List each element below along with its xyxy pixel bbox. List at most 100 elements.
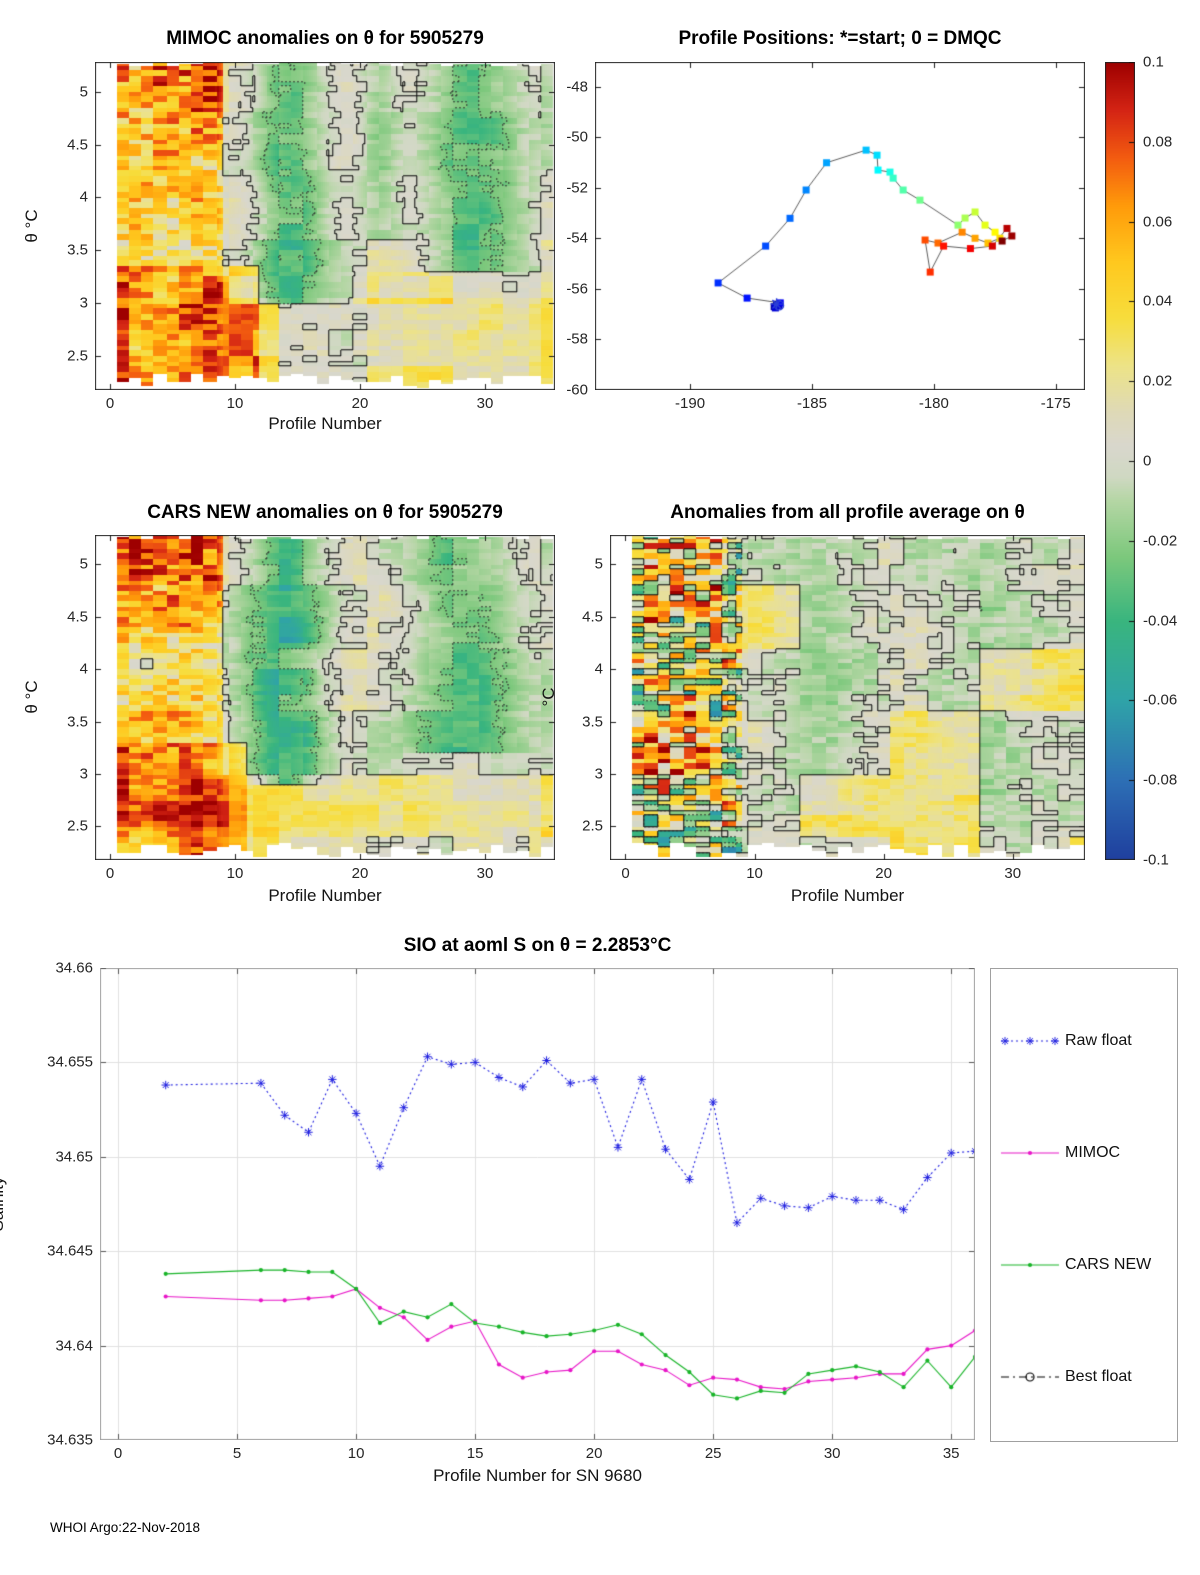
mimoc-title: MIMOC anomalies on θ for 5905279 xyxy=(166,28,484,49)
cars-x-axis-label: Profile Number xyxy=(268,886,382,905)
cars-y-axis-label: θ °C xyxy=(22,680,41,714)
avg-y-tick-label: 3 xyxy=(594,765,603,783)
legend-entry-mimoc: MIMOC xyxy=(991,1141,1177,1165)
mimoc-y-tick-label: 2.5 xyxy=(67,347,88,365)
cars-x-tick-label: 30 xyxy=(476,865,494,882)
sio-y-tick-label: 34.645 xyxy=(47,1242,93,1260)
map-y-tick-label: -52 xyxy=(566,179,588,197)
map-x-tick-label: -175 xyxy=(1040,395,1071,412)
map-y-tick-label: -60 xyxy=(566,381,588,399)
sio-y-tick-label: 34.66 xyxy=(55,959,93,977)
sio-y-tick-label: 34.635 xyxy=(47,1431,93,1449)
colorbar-tick-label: 0.06 xyxy=(1143,213,1173,231)
legend-label: MIMOC xyxy=(1065,1144,1121,1161)
sio-y-tick-label: 34.655 xyxy=(47,1053,93,1071)
cars-y-tick-label: 4 xyxy=(79,660,88,678)
mimoc-y-tick-label: 5 xyxy=(79,83,88,101)
sio-x-tick-label: 15 xyxy=(466,1445,484,1462)
sio-title: SIO at aoml S on θ = 2.2853°C xyxy=(403,935,672,956)
avg-x-tick-label: 30 xyxy=(1004,865,1022,882)
avg-y-tick-label: 5 xyxy=(594,555,603,573)
colorbar-tick-label: -0.04 xyxy=(1143,612,1178,630)
cars-heatmap-canvas xyxy=(95,535,555,860)
map-y-tick-label: -56 xyxy=(566,280,588,298)
legend-entry-best-float: Best float xyxy=(991,1365,1177,1389)
legend-label: Raw float xyxy=(1065,1032,1132,1049)
sio-x-tick-label: 0 xyxy=(113,1445,123,1462)
sio-y-tick-label: 34.64 xyxy=(55,1337,93,1355)
legend: Raw float MIMOC CARS NEW Best float xyxy=(990,968,1178,1442)
cars-y-tick-label: 3.5 xyxy=(67,713,88,731)
colorbar-tick-label: 0.08 xyxy=(1143,133,1173,151)
mimoc-y-tick-label: 3 xyxy=(79,294,88,312)
map-y-tick-label: -54 xyxy=(566,229,588,247)
legend-sample-line xyxy=(999,1029,1061,1053)
footer-text: WHOI Argo:22-Nov-2018 xyxy=(50,1520,201,1535)
mimoc-x-tick-label: 0 xyxy=(105,395,115,412)
cars-x-tick-label: 20 xyxy=(351,865,369,882)
avg-x-tick-label: 0 xyxy=(621,865,630,882)
legend-entry-raw-float: Raw float xyxy=(991,1029,1177,1053)
avg-y-axis-label: °C xyxy=(539,687,558,707)
legend-label: Best float xyxy=(1065,1368,1132,1385)
mimoc-y-tick-label: 3.5 xyxy=(67,241,88,259)
legend-label: CARS NEW xyxy=(1065,1256,1152,1273)
mimoc-x-axis-label: Profile Number xyxy=(268,414,382,433)
map-x-tick-label: -190 xyxy=(675,395,706,412)
map-title: Profile Positions: *=start; 0 = DMQC xyxy=(678,28,1002,49)
legend-sample-line xyxy=(999,1365,1061,1389)
colorbar-tick-label: 0.1 xyxy=(1143,53,1164,71)
mimoc-y-tick-label: 4.5 xyxy=(67,136,88,154)
avg-title: Anomalies from all profile average on θ xyxy=(670,502,1025,523)
colorbar-tick-label: -0.02 xyxy=(1143,532,1178,550)
legend-sample-line xyxy=(999,1141,1061,1165)
colorbar-canvas xyxy=(1105,62,1135,860)
cars-y-tick-label: 5 xyxy=(79,555,88,573)
sio-y-tick-label: 34.65 xyxy=(55,1148,93,1166)
sio-x-tick-label: 5 xyxy=(232,1445,242,1462)
map-y-tick-label: -58 xyxy=(566,330,588,348)
avg-y-tick-label: 4 xyxy=(594,660,603,678)
colorbar-tick-label: 0.02 xyxy=(1143,372,1173,390)
cars-title: CARS NEW anomalies on θ for 5905279 xyxy=(147,502,503,523)
salinity-chart-canvas xyxy=(100,968,975,1440)
avg-x-axis-label: Profile Number xyxy=(790,886,905,905)
sio-x-tick-label: 10 xyxy=(347,1445,365,1462)
avg-heatmap-canvas xyxy=(610,535,1085,860)
sio-y-axis-label: Salinity xyxy=(0,1176,7,1232)
colorbar-tick-label: -0.06 xyxy=(1143,691,1178,709)
avg-y-tick-label: 3.5 xyxy=(582,713,603,731)
map-y-tick-label: -48 xyxy=(566,78,588,96)
cars-y-tick-label: 4.5 xyxy=(67,608,88,626)
colorbar-tick-label: -0.1 xyxy=(1143,851,1169,869)
avg-x-tick-label: 20 xyxy=(875,865,892,882)
mimoc-y-tick-label: 4 xyxy=(79,188,88,206)
colorbar-tick-label: 0.04 xyxy=(1143,292,1173,310)
cars-y-tick-label: 2.5 xyxy=(67,817,88,835)
avg-y-tick-label: 2.5 xyxy=(582,817,603,835)
map-x-tick-label: -185 xyxy=(796,395,827,412)
avg-y-tick-label: 4.5 xyxy=(582,608,603,626)
sio-x-tick-label: 30 xyxy=(823,1445,841,1462)
sio-x-tick-label: 35 xyxy=(942,1445,960,1462)
map-x-tick-label: -180 xyxy=(918,395,949,412)
colorbar-tick-label: 0 xyxy=(1143,452,1152,470)
sio-x-tick-label: 25 xyxy=(704,1445,722,1462)
legend-entry-cars-new: CARS NEW xyxy=(991,1253,1177,1277)
mimoc-x-tick-label: 10 xyxy=(226,395,244,412)
mimoc-y-axis-label: θ °C xyxy=(22,209,41,243)
avg-x-tick-label: 10 xyxy=(746,865,763,882)
cars-y-tick-label: 3 xyxy=(79,765,88,783)
mimoc-heatmap-canvas xyxy=(95,62,555,390)
map-y-tick-label: -50 xyxy=(566,128,588,146)
sio-x-tick-label: 20 xyxy=(585,1445,603,1462)
sio-x-axis-label: Profile Number for SN 9680 xyxy=(433,1466,642,1485)
mimoc-x-tick-label: 20 xyxy=(351,395,369,412)
legend-sample-line xyxy=(999,1253,1061,1277)
cars-x-tick-label: 0 xyxy=(105,865,115,882)
colorbar-tick-label: -0.08 xyxy=(1143,771,1178,789)
profile-map-canvas xyxy=(595,62,1085,390)
cars-x-tick-label: 10 xyxy=(226,865,244,882)
mimoc-x-tick-label: 30 xyxy=(476,395,494,412)
